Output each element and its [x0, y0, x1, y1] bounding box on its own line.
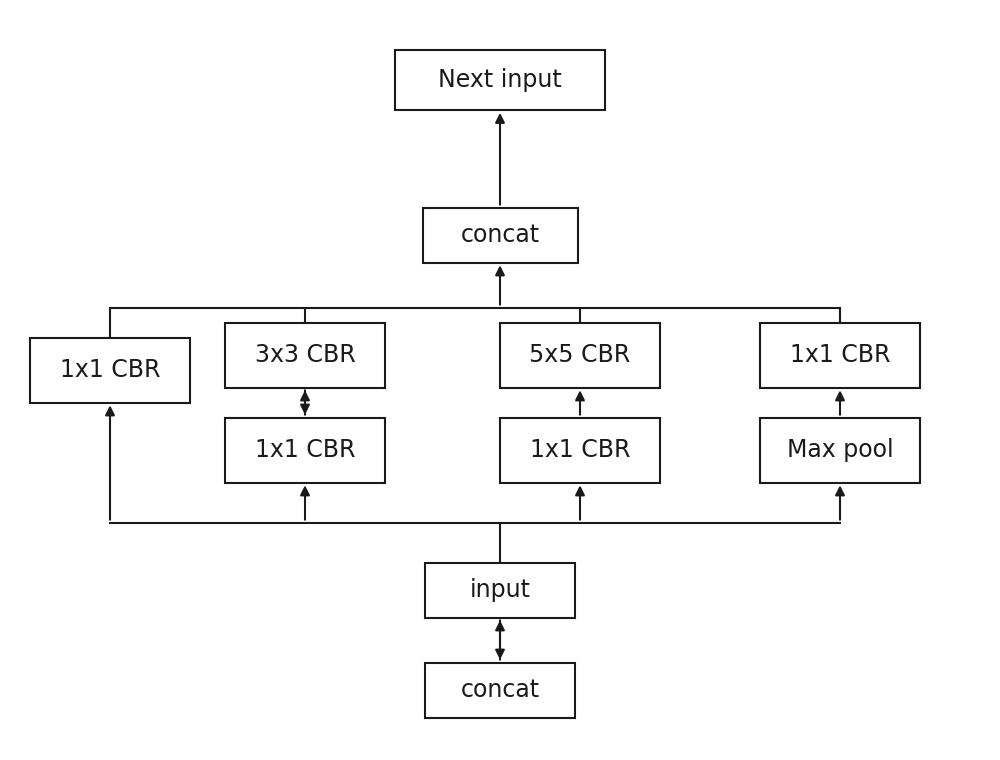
Bar	[425, 562, 575, 617]
Bar	[225, 417, 385, 483]
Bar	[30, 337, 190, 403]
Bar	[395, 50, 605, 110]
Bar	[422, 207, 578, 262]
Text: Next input: Next input	[438, 68, 562, 92]
Bar	[760, 322, 920, 388]
Bar	[500, 322, 660, 388]
Text: input: input	[470, 578, 530, 602]
Bar	[760, 417, 920, 483]
Text: 1x1 CBR: 1x1 CBR	[255, 438, 355, 462]
Text: 1x1 CBR: 1x1 CBR	[530, 438, 630, 462]
Bar	[225, 322, 385, 388]
Text: 3x3 CBR: 3x3 CBR	[255, 343, 355, 367]
Bar	[425, 663, 575, 717]
Text: 1x1 CBR: 1x1 CBR	[60, 358, 160, 382]
Text: 1x1 CBR: 1x1 CBR	[790, 343, 890, 367]
Text: 5x5 CBR: 5x5 CBR	[529, 343, 631, 367]
Bar	[500, 417, 660, 483]
Text: concat: concat	[460, 223, 540, 247]
Text: concat: concat	[460, 678, 540, 702]
Text: Max pool: Max pool	[787, 438, 893, 462]
